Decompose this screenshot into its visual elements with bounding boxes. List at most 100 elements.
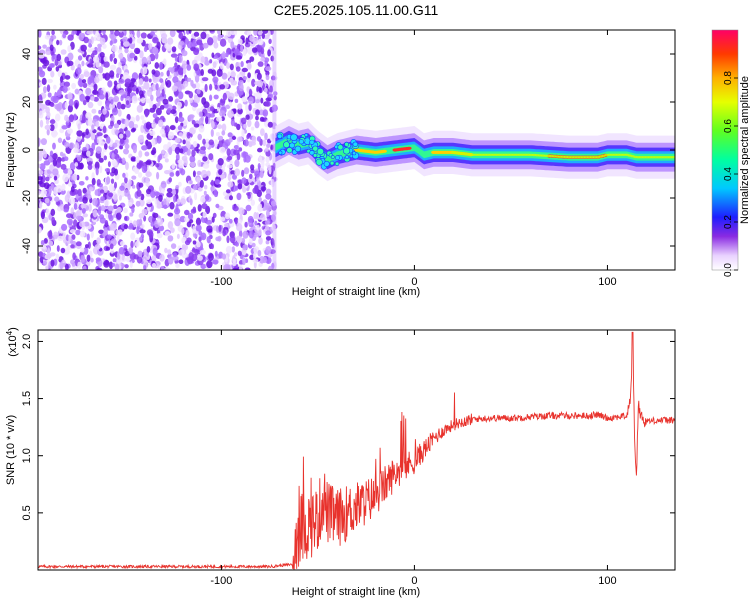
noise-speck [140, 97, 146, 104]
noise-speck [144, 109, 149, 118]
noise-speck [67, 104, 73, 113]
noise-speck [265, 230, 271, 236]
noise-speck [172, 252, 178, 258]
noise-speck [196, 170, 202, 176]
noise-speck [265, 101, 271, 107]
snr-plot-area [38, 330, 675, 570]
noise-speck [57, 137, 63, 144]
noise-speck [38, 190, 42, 195]
noise-speck [171, 144, 176, 151]
noise-speck [210, 106, 215, 112]
noise-speck [83, 71, 90, 78]
noise-speck [201, 77, 209, 82]
noise-speck [39, 182, 46, 188]
noise-speck [73, 202, 78, 210]
noise-speck [271, 214, 276, 221]
noise-speck [81, 60, 85, 67]
noise-speck [178, 54, 183, 64]
noise-speck [219, 84, 226, 90]
snr-frame [37, 329, 676, 571]
noise-speck [92, 89, 99, 95]
noise-speck [143, 75, 149, 83]
noise-speck [49, 119, 56, 124]
noise-speck [105, 92, 109, 101]
noise-speck [148, 78, 152, 83]
noise-speck [38, 151, 43, 160]
noise-speck [208, 253, 214, 262]
noise-speck [129, 37, 133, 44]
noise-speck [229, 63, 234, 71]
ridge-blob [278, 150, 283, 155]
noise-speck [158, 153, 163, 161]
noise-speck [185, 141, 191, 149]
noise-speck [88, 186, 94, 192]
ridge-blob [316, 147, 325, 156]
noise-speck [56, 89, 62, 98]
noise-speck [238, 80, 244, 85]
noise-speck [150, 221, 155, 227]
noise-speck [47, 78, 53, 84]
noise-speck [80, 247, 85, 253]
noise-speck [208, 153, 214, 161]
noise-speck [111, 152, 115, 161]
noise-speck [93, 96, 99, 102]
noise-speck [159, 61, 163, 71]
noise-speck [239, 264, 243, 270]
noise-speck [184, 239, 191, 246]
noise-speck [120, 103, 126, 110]
noise-speck [53, 186, 58, 195]
noise-speck [123, 72, 129, 77]
noise-speck [197, 187, 203, 192]
noise-speck [270, 75, 276, 81]
noise-speck [236, 192, 242, 201]
noise-speck [95, 120, 100, 128]
spectrogram-ticks: -100 0 100 -40 -20 0 20 40 [21, 30, 675, 288]
noise-speck [43, 160, 51, 166]
noise-speck [195, 224, 202, 232]
noise-speck [193, 31, 200, 37]
noise-speck [171, 85, 178, 92]
noise-speck [63, 156, 69, 161]
noise-speck [86, 233, 90, 241]
noise-speck [210, 243, 214, 250]
noise-speck [251, 47, 258, 53]
noise-speck [248, 96, 254, 105]
noise-speck [175, 184, 180, 190]
noise-speck [146, 88, 153, 97]
noise-speck [142, 66, 148, 75]
noise-speck [235, 242, 239, 247]
noise-speck [253, 252, 257, 260]
noise-speck [150, 190, 156, 198]
noise-speck [217, 107, 220, 112]
noise-speck [173, 71, 179, 77]
noise-speck [270, 238, 275, 246]
noise-speck [131, 95, 138, 104]
noise-speck [191, 149, 196, 157]
noise-speck [228, 137, 233, 143]
noise-speck [156, 200, 160, 205]
noise-speck [161, 88, 165, 97]
noise-speck [117, 109, 122, 117]
noise-speck [136, 255, 143, 264]
noise-speck [57, 102, 63, 110]
noise-speck [160, 188, 165, 194]
noise-speck [93, 83, 98, 91]
noise-speck [210, 179, 214, 187]
noise-speck [188, 91, 194, 99]
noise-speck [79, 230, 86, 238]
noise-speck [205, 138, 210, 143]
noise-speck [111, 159, 118, 167]
noise-speck [252, 258, 259, 263]
noise-speck [135, 200, 141, 207]
noise-speck [38, 70, 46, 78]
noise-speck [169, 172, 175, 177]
noise-speck [256, 136, 262, 142]
noise-speck [228, 101, 233, 107]
noise-speck [238, 83, 244, 92]
noise-speck [119, 133, 124, 139]
noise-speck [90, 230, 94, 239]
chart-title: C2E5.2025.105.11.00.G11 [274, 2, 439, 18]
noise-speck [273, 211, 277, 216]
noise-speck [230, 119, 235, 127]
